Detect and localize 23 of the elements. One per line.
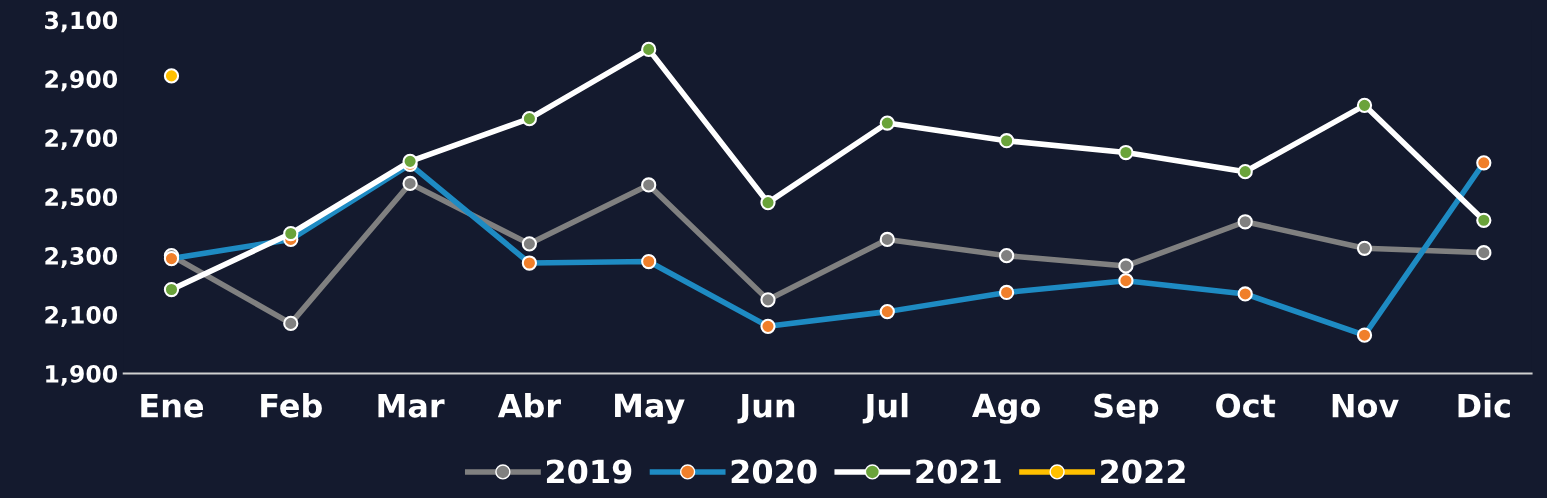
x-tick-label: Jul [862, 392, 908, 424]
y-tick-label: 2,900 [45, 70, 118, 92]
x-tick-label: Feb [261, 392, 322, 418]
x-tick-label: Ene [141, 393, 204, 418]
y-tick-label: 2,100 [45, 306, 118, 327]
x-tick-label: Oct [1216, 393, 1276, 418]
legend-label: 2020 [731, 459, 817, 484]
x-tick-label: Sep [1094, 393, 1159, 424]
y-tick-label: 1,900 [46, 364, 118, 386]
x-tick-label: Nov [1332, 393, 1399, 418]
x-tick-label: Jun [737, 393, 795, 424]
x-tick-label: Abr [497, 392, 561, 418]
legend-label: 2021 [916, 459, 1001, 484]
y-tick-label: 3,100 [45, 11, 118, 33]
x-tick-label: Mar [378, 393, 445, 418]
x-tick-label: Ago [971, 393, 1040, 424]
legend-label: 2019 [546, 459, 632, 484]
y-tick-label: 2,500 [45, 188, 118, 210]
x-tick-label: May [615, 393, 685, 424]
x-tick-label: Dic [1458, 392, 1510, 418]
y-tick-label: 2,700 [45, 129, 118, 151]
y-tick-label: 2,300 [45, 247, 118, 268]
legend-label: 2022 [1101, 459, 1185, 484]
